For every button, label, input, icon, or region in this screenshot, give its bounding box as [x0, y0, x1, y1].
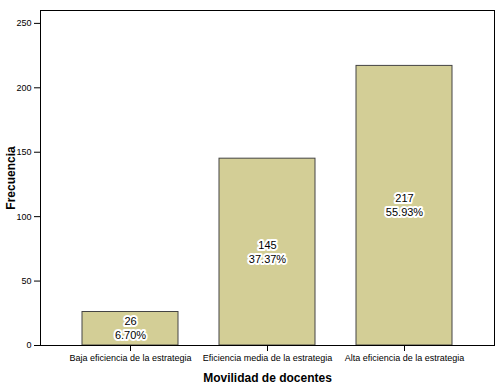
svg-text:6.70%: 6.70% [115, 329, 146, 341]
svg-text:0: 0 [26, 340, 31, 350]
svg-text:Eficiencia media de la estrate: Eficiencia media de la estrategia [203, 353, 333, 363]
svg-text:Alta eficiencia de la estrateg: Alta eficiencia de la estrategia [345, 353, 465, 363]
svg-text:26: 26 [124, 315, 136, 327]
svg-text:55.93%: 55.93% [386, 206, 424, 218]
svg-text:Frecuencia: Frecuencia [4, 146, 18, 210]
svg-text:217: 217 [395, 192, 413, 204]
svg-text:200: 200 [16, 83, 31, 93]
svg-text:37.37%: 37.37% [249, 253, 287, 265]
svg-text:100: 100 [16, 212, 31, 222]
svg-text:50: 50 [21, 276, 31, 286]
svg-text:250: 250 [16, 18, 31, 28]
svg-text:145: 145 [258, 239, 276, 251]
svg-text:Movilidad de docentes: Movilidad de docentes [203, 371, 332, 385]
svg-text:150: 150 [16, 147, 31, 157]
svg-text:Baja eficiencia de la estrateg: Baja eficiencia de la estrategia [69, 353, 191, 363]
